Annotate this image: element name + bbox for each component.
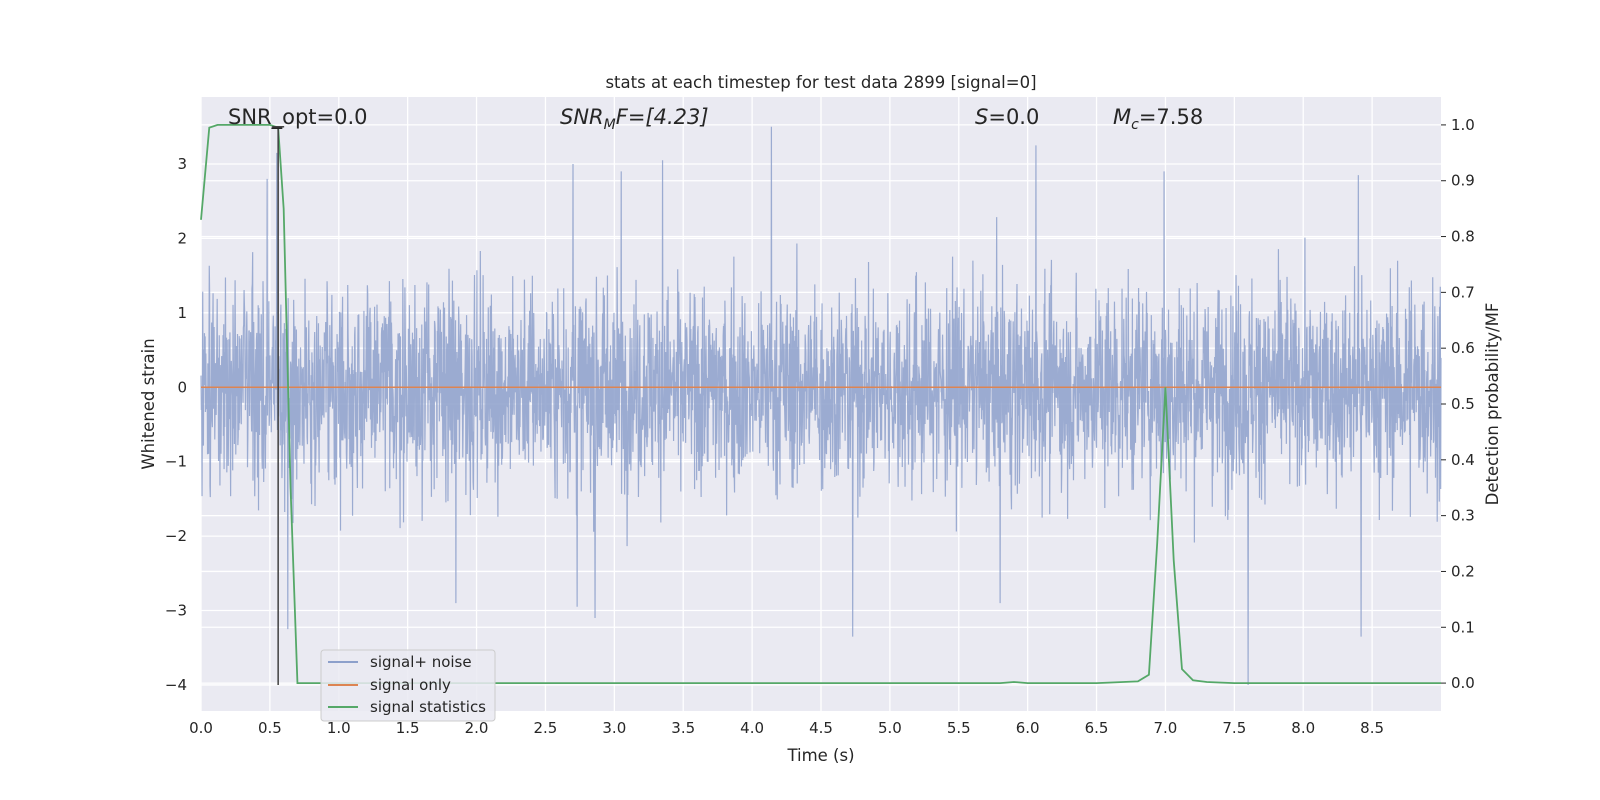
legend-label-signal-noise: signal+ noise [370, 653, 472, 671]
y-tick-label: −4 [165, 676, 187, 694]
x-tick-label: 6.0 [1016, 719, 1040, 737]
x-tick-label: 1.5 [396, 719, 420, 737]
x-tick-label: 3.5 [671, 719, 695, 737]
x-tick-label: 7.0 [1154, 719, 1178, 737]
y-tick-label: −2 [165, 527, 187, 545]
y-tick-label: 1 [177, 304, 187, 322]
x-tick-label: 7.5 [1222, 719, 1246, 737]
x-axis-label: Time (s) [786, 746, 854, 765]
legend-label-signal-statistics: signal statistics [370, 698, 486, 716]
y-right-tick-label: 0.5 [1451, 395, 1475, 413]
y-right-tick-label: 0.8 [1451, 228, 1475, 246]
y-right-tick-label: 0.1 [1451, 618, 1475, 636]
x-tick-label: 4.5 [809, 719, 833, 737]
x-tick-label: 5.5 [947, 719, 971, 737]
x-tick-label: 1.0 [327, 719, 351, 737]
x-tick-label: 5.0 [878, 719, 902, 737]
annotation-snr-mf-rest: F=[4.23] [616, 105, 709, 129]
x-tick-label: 8.0 [1291, 719, 1315, 737]
y-right-tick-label: 1.0 [1451, 116, 1475, 134]
annotation-mc-sub: c [1131, 117, 1139, 133]
annotation-s-main: S [975, 105, 988, 129]
y-right-tick-label: 0.6 [1451, 339, 1475, 357]
y-tick-label: 3 [177, 155, 187, 173]
x-tick-label: 6.5 [1085, 719, 1109, 737]
annotation-snr-opt: SNR_opt=0.0 [228, 105, 368, 130]
x-tick-label: 0.0 [189, 719, 213, 737]
y-axis-label: Whitened strain [139, 338, 158, 469]
y-right-tick-label: 0.4 [1451, 451, 1475, 469]
marker-line [272, 126, 285, 685]
annotation-mc: Mc=7.58 [1113, 105, 1203, 133]
annotation-snr-mf-sub: M [604, 117, 616, 133]
y-tick-label: −1 [165, 453, 187, 471]
y-right-tick-label: 0.9 [1451, 172, 1475, 190]
x-tick-label: 2.0 [465, 719, 489, 737]
y-right-tick-label: 0.7 [1451, 283, 1475, 301]
legend-label-signal-only: signal only [370, 676, 451, 694]
y-right-tick-label: 0.0 [1451, 674, 1475, 692]
x-tick-label: 0.5 [258, 719, 282, 737]
chart-title: stats at each timestep for test data 289… [605, 73, 1036, 92]
annotation-mc-main: M [1113, 105, 1131, 129]
annotation-s-rest: =0.0 [988, 105, 1039, 129]
series-signal-noise [200, 126, 1442, 685]
legend: signal+ noise signal only signal statist… [320, 649, 496, 722]
x-tick-label: 8.5 [1360, 719, 1384, 737]
x-tick-label: 4.0 [740, 719, 764, 737]
x-tick-label: 2.5 [534, 719, 558, 737]
y-tick-label: −3 [165, 602, 187, 620]
y-tick-label: 0 [177, 378, 187, 396]
noise-trace [200, 126, 1442, 685]
y-right-tick-label: 0.2 [1451, 562, 1475, 580]
annotation-s: S=0.0 [975, 105, 1039, 129]
legend-box [320, 649, 496, 722]
ticks: 0.0 0.5 1.0 1.5 2.0 2.5 3.0 3.5 4.0 4.5 5.0 5.5 6.0 6… [165, 116, 1475, 737]
y-right-axis-label: Detection probability/MF [1483, 303, 1502, 506]
series-signal-statistics [200, 124, 1441, 684]
annotation-snr-mf: SNRMF=[4.23] [560, 105, 709, 133]
x-tick-label: 3.0 [602, 719, 626, 737]
annotation-mc-rest: =7.58 [1139, 105, 1203, 129]
y-tick-label: 2 [177, 229, 187, 247]
annotation-snr-mf-main: SNR [560, 105, 604, 129]
y-right-tick-label: 0.3 [1451, 507, 1475, 525]
